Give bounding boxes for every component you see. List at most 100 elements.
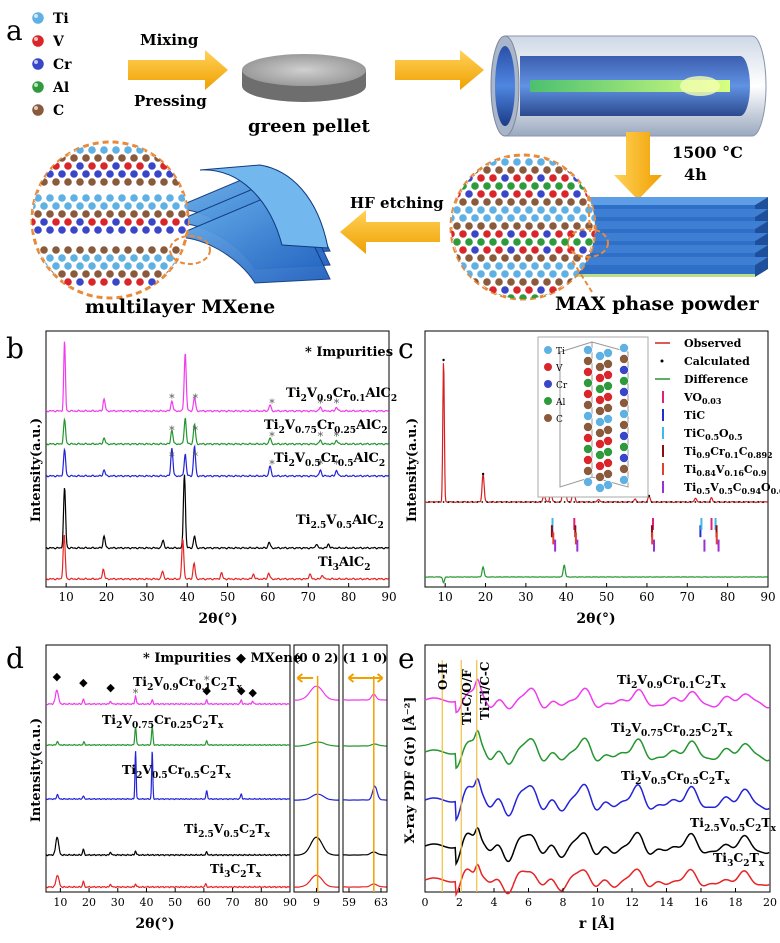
lattice-atom (536, 237, 546, 247)
lattice-atom (57, 209, 67, 219)
xrd-line-d-4 (45, 836, 291, 857)
lattice-atom (190, 154, 198, 162)
lattice-atom (530, 165, 540, 175)
lattice-atom (590, 181, 595, 191)
lattice-atom (111, 277, 121, 287)
calculated-point (621, 501, 624, 503)
crystal-atom (595, 384, 605, 394)
series-label-e-5: Ti3C2Tx (713, 850, 765, 869)
lattice-atom (500, 157, 510, 167)
lattice-atom (81, 209, 91, 219)
lattice-atom (147, 261, 157, 271)
lattice-atom (123, 161, 133, 171)
lattice-atom (464, 285, 474, 295)
crystal-atom (619, 475, 629, 485)
ylabel-e: X-ray PDF G(r) [Å⁻²] (402, 697, 418, 844)
lattice-atom (202, 154, 210, 162)
lattice-atom (165, 193, 175, 203)
lattice-atom (22, 226, 30, 234)
lattice-atom (177, 269, 187, 279)
unit-cell-edges (559, 341, 629, 488)
crystal-atom (595, 406, 605, 416)
series-label-b-1: Ti2V0.9Cr0.1AlC2 (286, 386, 397, 404)
lattice-atom (441, 222, 449, 230)
lattice-atom (536, 285, 546, 295)
mxene-diamond: ◆ (203, 684, 212, 697)
mixing-label: Mixing (140, 31, 199, 49)
lattice-atom (190, 270, 198, 278)
lattice-atom (500, 253, 510, 263)
lattice-atom (69, 209, 79, 219)
xrd-line-b-5 (45, 534, 389, 581)
svg-text:Ti2.5V0.5AlC2: Ti2.5V0.5AlC2 (296, 513, 384, 531)
lattice-atom (464, 253, 474, 263)
atom-legend-highlight (34, 37, 38, 41)
calculated-point (544, 501, 547, 503)
lattice-atom (75, 161, 85, 171)
legend-label-c: Ti0.9Cr0.1C0.892 (684, 445, 773, 460)
lattice-atom (554, 277, 564, 287)
calculated-point (704, 501, 706, 503)
lattice-atom (536, 205, 546, 215)
lattice-atom (22, 170, 30, 178)
svg-text:Ti2V0.9Cr0.1C2Tx: Ti2V0.9Cr0.1C2Tx (133, 674, 242, 693)
calculated-point (486, 501, 489, 503)
lattice-atom (202, 170, 210, 178)
calculated-point (437, 501, 440, 503)
impurity-star: * (334, 458, 340, 471)
lattice-atom (51, 177, 61, 187)
plot-frame-c (424, 330, 769, 588)
lattice-atom (87, 161, 97, 171)
lattice-atom (117, 225, 127, 235)
calculated-point (723, 501, 726, 503)
crystal-atom (603, 447, 613, 457)
lattice-atom (196, 162, 204, 170)
lattice-atom (159, 201, 169, 211)
lattice-atom (441, 286, 449, 294)
panel-e: e 0 2 4 6 8 10 12 14 16 18 20 X-ray PDF G(r) [Å⁻²]… (398, 642, 777, 932)
calculated-point (462, 501, 464, 503)
lattice-atom (141, 153, 151, 163)
impurity-star: * (318, 397, 324, 410)
lattice-atom (500, 221, 510, 231)
x-tick-label: 2 (456, 896, 463, 909)
series-label-d-2: Ti2V0.75Cr0.25C2Tx (102, 712, 224, 731)
calculated-point (675, 501, 677, 503)
lattice-atom (129, 209, 139, 219)
atom-legend-marker (30, 102, 46, 118)
lattice-atom (488, 253, 498, 263)
inset-tick-label: 59 (342, 896, 356, 909)
lattice-atom (451, 165, 456, 175)
crystal-atom (603, 381, 613, 391)
panel-label-e: e (398, 642, 415, 675)
crystal-box (537, 336, 649, 498)
series-label-b-3: Ti2V0.5Cr0.5AlC2 (274, 451, 385, 469)
lattice-atom (452, 205, 462, 215)
calculated-point (752, 501, 755, 503)
lattice-atom (451, 261, 456, 271)
lattice-atom (572, 157, 582, 167)
lattice-atom (464, 205, 474, 215)
lattice-atom (452, 237, 462, 247)
lattice-atom (578, 229, 588, 239)
lattice-atom (542, 245, 552, 255)
lattice-atom (578, 245, 588, 255)
xrd-line-d-5 (45, 874, 291, 889)
calculated-point (670, 501, 673, 503)
anneal-temp-label: 1500 °C (672, 143, 743, 162)
lattice-atom (16, 278, 24, 286)
lattice-atom (476, 253, 486, 263)
crystal-atom (603, 359, 613, 369)
lattice-atom (512, 157, 522, 167)
lattice-atom (518, 181, 528, 191)
lattice-atom (500, 285, 510, 295)
lattice-atom (135, 261, 145, 271)
x-tick-label: 16 (694, 896, 708, 909)
crystal-atom (583, 477, 593, 487)
lattice-atom (177, 153, 187, 163)
lattice-atom (111, 217, 121, 227)
calculated-point (447, 501, 450, 503)
xlabel-c: 2θ(°) (576, 611, 615, 627)
lattice-atom (159, 217, 169, 227)
xrd-curves-d: ◆ ◆ ◆ ◆ ◆ ◆** (45, 670, 387, 892)
